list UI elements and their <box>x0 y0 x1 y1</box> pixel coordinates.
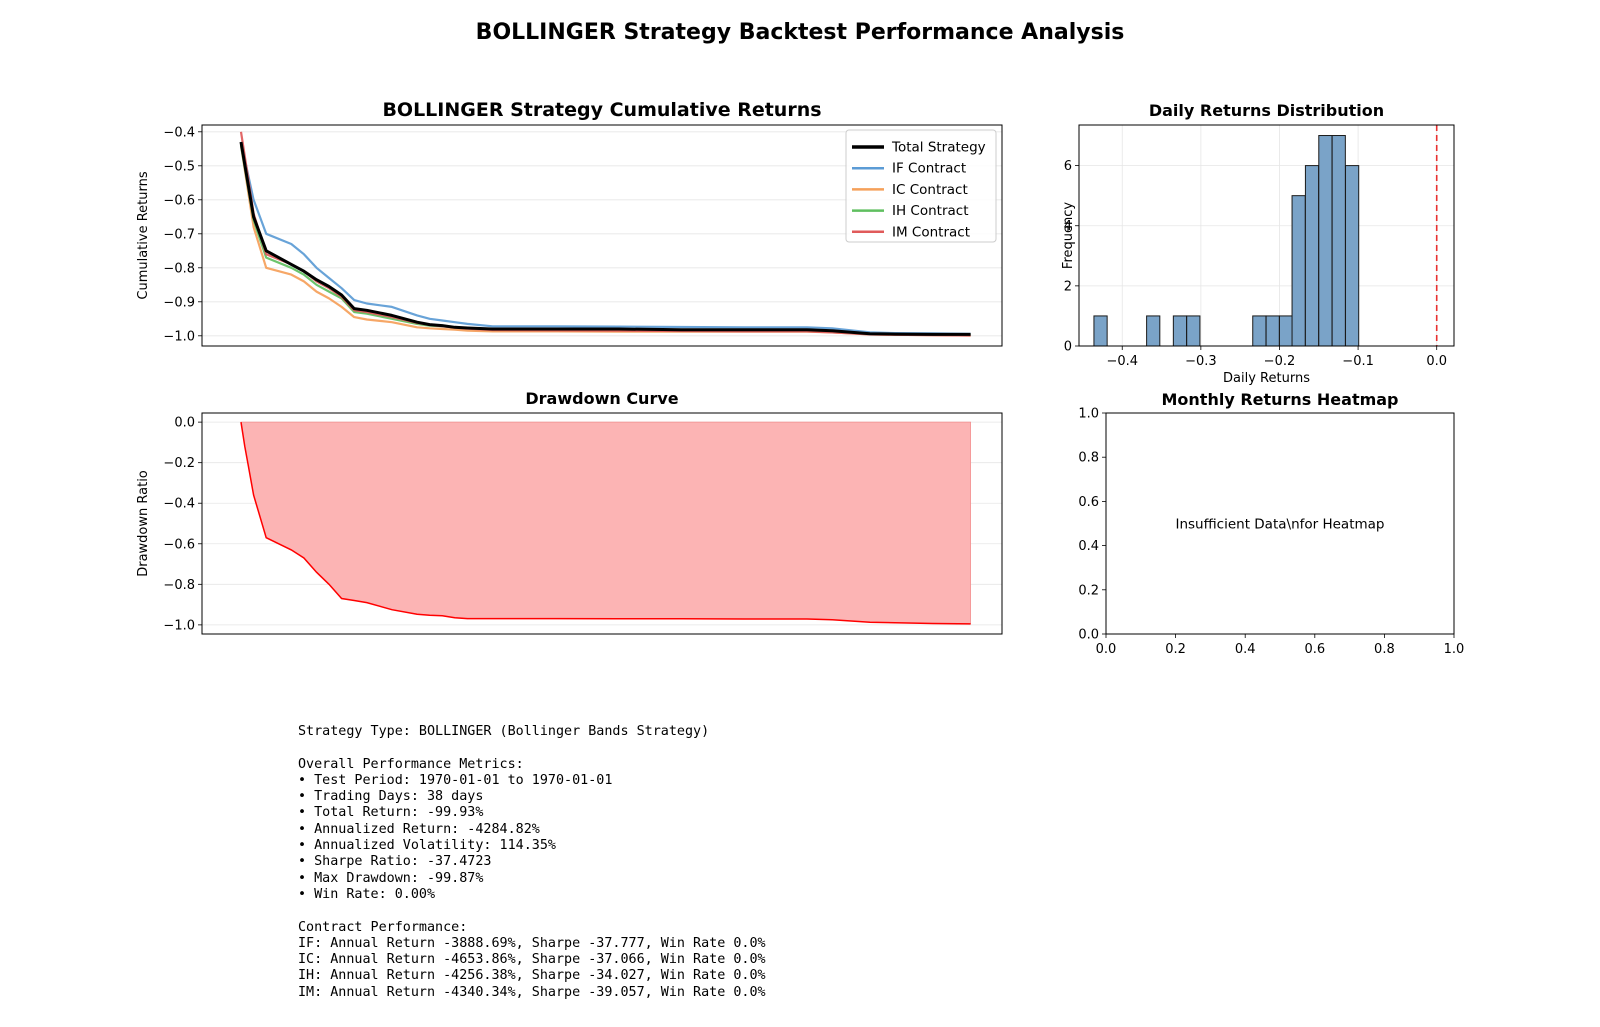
overall-metric-line: • Sharpe Ratio: -37.4723 <box>298 854 492 870</box>
cumulative-returns-chart: −0.4 −0.5 −0.6 −0.7 −0.8 −0.9 −1.0 BOLLINGER St… <box>136 99 1003 347</box>
contract-performance-header: Contract Performance: <box>298 919 468 935</box>
legend-label: IC Contract <box>892 182 968 198</box>
y-tick-label: 6 <box>1064 159 1072 174</box>
y-tick-label: −0.8 <box>163 578 195 593</box>
y-tick-label: −0.7 <box>163 227 195 242</box>
drawdown-chart: 0.0 −0.2 −0.4 −0.6 −0.8 −1.0 Drawdown Curve Dra… <box>136 389 1003 635</box>
x-tick-label: 0.0 <box>1096 642 1117 657</box>
x-tick-label: −0.3 <box>1185 354 1217 369</box>
x-tick-label: 0.6 <box>1304 642 1325 657</box>
series-line-if-contract <box>239 141 971 335</box>
chart-title: Monthly Returns Heatmap <box>1161 390 1398 409</box>
drawdown-area <box>240 421 971 625</box>
histogram-bar <box>1345 165 1360 347</box>
x-tick-label: −0.2 <box>1264 354 1296 369</box>
plot-frame <box>201 412 1003 635</box>
figure-title: BOLLINGER Strategy Backtest Performance … <box>476 20 1125 45</box>
series-line-total-strategy <box>239 141 971 336</box>
x-tick-label: 0.0 <box>1426 354 1447 369</box>
chart-title: Drawdown Curve <box>525 389 678 408</box>
histogram-bar <box>1252 315 1267 347</box>
y-tick-label: −1.0 <box>163 329 195 344</box>
overall-metric-line: • Max Drawdown: -99.87% <box>298 870 484 886</box>
overall-metric-line: • Annualized Volatility: 114.35% <box>298 838 556 854</box>
histogram-bar <box>1146 315 1161 347</box>
chart-title: Daily Returns Distribution <box>1149 101 1384 120</box>
plot-frame <box>1105 412 1455 635</box>
histogram-bar <box>1331 135 1346 347</box>
y-tick-label: −0.4 <box>163 125 195 140</box>
y-tick-label: 0.4 <box>1078 539 1099 554</box>
x-tick-label: 0.4 <box>1235 642 1256 657</box>
histogram-bar <box>1265 315 1280 347</box>
histogram-bar <box>1318 135 1333 347</box>
y-tick-label: −0.8 <box>163 261 195 276</box>
drawdown-line <box>240 421 971 625</box>
overall-metric-line: • Total Return: -99.93% <box>298 805 484 821</box>
plot-frame <box>201 124 1003 347</box>
y-tick-label: −0.9 <box>163 295 195 310</box>
legend-label: Total Strategy <box>891 140 986 156</box>
x-tick-label: 1.0 <box>1444 642 1465 657</box>
y-tick-label: 0.8 <box>1078 451 1099 466</box>
x-tick-label: −0.4 <box>1106 354 1138 369</box>
y-axis-label: Cumulative Returns <box>136 171 151 299</box>
y-tick-label: −0.6 <box>163 193 195 208</box>
legend-label: IF Contract <box>892 161 966 177</box>
y-tick-label: 0.0 <box>1078 628 1099 643</box>
overall-metric-line: • Win Rate: 0.00% <box>298 886 436 902</box>
overall-metric-line: • Trading Days: 38 days <box>298 789 484 805</box>
insufficient-data-message: Insufficient Data\nfor Heatmap <box>1175 517 1384 533</box>
y-tick-label: 0.0 <box>174 416 195 431</box>
histogram-bar <box>1278 315 1294 347</box>
legend-box <box>845 129 997 243</box>
y-tick-label: 4 <box>1064 219 1072 234</box>
y-tick-label: −0.6 <box>163 537 195 552</box>
legend: Total Strategy IF Contract IC Contract IH C… <box>845 129 997 243</box>
overall-metrics-header: Overall Performance Metrics: <box>298 756 524 772</box>
chart-title: BOLLINGER Strategy Cumulative Returns <box>382 99 821 121</box>
x-tick-label: 0.8 <box>1374 642 1395 657</box>
x-tick-label: 0.2 <box>1165 642 1186 657</box>
contract-performance-line: IC: Annual Return -4653.86%, Sharpe -37.… <box>298 952 766 968</box>
overall-metric-line: • Test Period: 1970-01-01 to 1970-01-01 <box>298 772 613 788</box>
y-axis-label: Frequency <box>1061 202 1076 269</box>
overall-metric-line: • Annualized Return: -4284.82% <box>298 821 540 837</box>
histogram-bar <box>1291 195 1306 347</box>
contract-performance-line: IF: Annual Return -3888.69%, Sharpe -37.… <box>298 935 766 951</box>
y-tick-label: 0.2 <box>1078 583 1099 598</box>
y-tick-label: −0.5 <box>163 159 195 174</box>
histogram-bar <box>1093 315 1108 347</box>
contract-performance-line: IM: Annual Return -4340.34%, Sharpe -39.… <box>298 984 766 1000</box>
y-tick-label: −0.2 <box>163 456 195 471</box>
y-tick-label: 0 <box>1064 340 1072 355</box>
histogram-bar <box>1172 315 1188 347</box>
plot-frame <box>1078 124 1455 347</box>
histogram-bar <box>1304 165 1320 347</box>
y-tick-label: 0.6 <box>1078 495 1099 510</box>
strategy-type-line: Strategy Type: BOLLINGER (Bollinger Band… <box>298 724 710 739</box>
y-tick-label: −1.0 <box>163 618 195 633</box>
x-tick-label: −0.1 <box>1342 354 1374 369</box>
x-axis-label: Daily Returns <box>1223 371 1310 386</box>
y-tick-label: 1.0 <box>1078 407 1099 422</box>
y-tick-label: −0.4 <box>163 497 195 512</box>
y-tick-label: 2 <box>1064 279 1072 294</box>
contract-performance-line: IH: Annual Return -4256.38%, Sharpe -34.… <box>298 968 766 984</box>
monthly-returns-heatmap: 0.0 0.2 0.4 0.6 0.8 1.0 0.0 0.2 0.4 0.6 0.8 1.0 Mont… <box>1078 390 1464 657</box>
histogram-bar <box>1186 315 1201 347</box>
performance-summary: Strategy Type: BOLLINGER (Bollinger Band… <box>298 724 766 1001</box>
y-axis-label: Drawdown Ratio <box>136 470 151 577</box>
legend-label: IH Contract <box>892 203 969 219</box>
daily-returns-histogram: −0.4 −0.3 −0.2 −0.1 0.0 0 2 4 6 Daily Returns Dis… <box>1061 101 1455 386</box>
legend-label: IM Contract <box>892 224 970 240</box>
